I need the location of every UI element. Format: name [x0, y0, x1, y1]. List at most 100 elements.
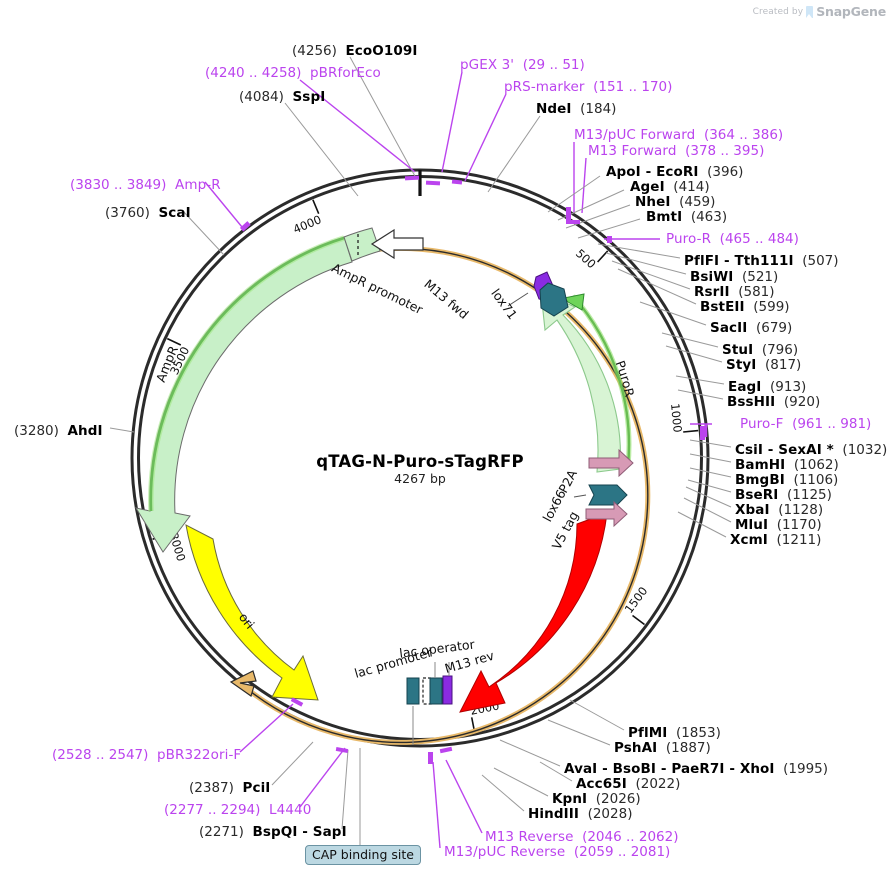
- map-label-m13puc-fwd[interactable]: M13/pUC Forward (364 .. 386): [574, 128, 783, 142]
- segment-m13-fwd[interactable]: M13 fwd: [421, 271, 555, 322]
- label-position: (2271): [199, 824, 244, 840]
- label-name: ApoI - EcoRI: [606, 164, 699, 180]
- label-name: StuI: [722, 342, 754, 358]
- map-label-pshai[interactable]: PshAI (1887): [614, 741, 711, 755]
- segment-m13-rev[interactable]: [442, 675, 453, 705]
- label-name: BmgBI: [735, 472, 785, 488]
- map-label-ecoo109i[interactable]: (4256) EcoO109I: [292, 44, 417, 58]
- label-name: M13 Reverse: [485, 829, 574, 845]
- label-name: XbaI: [735, 502, 770, 518]
- label-name: EcoO109I: [345, 43, 418, 59]
- segment-lac-operator-box2[interactable]: [429, 677, 443, 705]
- tick-mark: [597, 250, 609, 263]
- map-label-nhei[interactable]: NheI (459): [635, 195, 715, 209]
- label-position: (1853): [675, 725, 721, 741]
- map-label-hindiii[interactable]: HindIII (2028): [528, 807, 632, 821]
- map-label-pflfi-tth[interactable]: PflFI - Tth111I (507): [684, 254, 839, 268]
- map-label-pbr322ori-f[interactable]: (2528 .. 2547) pBR322ori-F: [52, 748, 241, 762]
- label-name: BspQI - SapI: [252, 824, 347, 840]
- label-name: PflFI - Tth111I: [684, 253, 794, 269]
- snapgene-flag-icon: [806, 5, 814, 18]
- label-name: pBRforEco: [310, 65, 381, 81]
- segment-puror[interactable]: PuroR: [540, 291, 637, 473]
- plasmid-name: qTAG-N-Puro-sTagRFP: [316, 452, 524, 471]
- map-label-xcmi[interactable]: XcmI (1211): [730, 533, 821, 547]
- label-position: (920): [783, 394, 821, 410]
- map-label-kpni[interactable]: KpnI (2026): [552, 792, 641, 806]
- map-label-bsshii[interactable]: BssHII (920): [727, 395, 820, 409]
- cap-binding-site-badge[interactable]: CAP binding site: [305, 845, 421, 865]
- label-name: XcmI: [730, 532, 768, 548]
- label-position: (2022): [635, 776, 681, 792]
- label-name: ScaI: [158, 205, 191, 221]
- label-position: (463): [690, 209, 728, 225]
- map-label-puro-f[interactable]: Puro-F (961 .. 981): [740, 417, 871, 431]
- map-label-mlui[interactable]: MluI (1170): [735, 518, 822, 532]
- map-label-csii-sexai[interactable]: CsiI - SexAI * (1032): [735, 443, 887, 457]
- map-label-prsmarker[interactable]: pRS-marker (151 .. 170): [504, 80, 672, 94]
- map-label-pflmi[interactable]: PflMI (1853): [628, 726, 721, 740]
- label-name: pBR322ori-F: [157, 747, 242, 763]
- segment-ampr[interactable]: AmpR: [134, 235, 353, 553]
- label-name: NheI: [635, 194, 671, 210]
- label-name: PshAI: [614, 740, 658, 756]
- label-position: (459): [679, 194, 716, 210]
- map-label-agei[interactable]: AgeI (414): [630, 180, 710, 194]
- map-label-bmti[interactable]: BmtI (463): [646, 210, 727, 224]
- label-name: L4440: [269, 802, 312, 818]
- snapgene-credit: Created by SnapGene: [753, 4, 887, 19]
- label-position: (2026): [595, 791, 641, 807]
- segment-label-ampr-promoter: AmpR promoter: [329, 260, 426, 317]
- map-label-eagi[interactable]: EagI (913): [728, 380, 806, 394]
- map-label-avai-grp[interactable]: AvaI - BsoBI - PaeR7I - XhoI (1995): [564, 762, 828, 776]
- feature-ticks: [239, 175, 705, 764]
- map-label-sacii[interactable]: SacII (679): [710, 321, 792, 335]
- map-label-sspi[interactable]: (4084) SspI: [239, 90, 325, 104]
- tick-mark: [683, 429, 699, 433]
- map-label-bsiwi[interactable]: BsiWI (521): [690, 270, 778, 284]
- map-label-scai[interactable]: (3760) ScaI: [105, 206, 191, 220]
- label-position: (4084): [239, 89, 284, 105]
- map-label-l4440[interactable]: (2277 .. 2294) L4440: [164, 803, 311, 817]
- label-name: BssHII: [727, 394, 776, 410]
- map-label-acc65i[interactable]: Acc65I (2022): [576, 777, 680, 791]
- map-label-stui[interactable]: StuI (796): [722, 343, 798, 357]
- segment-tagrfp-t[interactable]: TagRFP-T: [459, 512, 608, 713]
- label-name: HindIII: [528, 806, 579, 822]
- label-position: (2059 .. 2081): [573, 844, 671, 860]
- map-label-xbai[interactable]: XbaI (1128): [735, 503, 823, 517]
- map-label-ahdi[interactable]: (3280) AhdI: [14, 424, 103, 438]
- label-name: Puro-F: [740, 416, 784, 432]
- map-label-pgex3[interactable]: pGEX 3' (29 .. 51): [460, 58, 585, 72]
- map-label-bspqi-sapi[interactable]: (2271) BspQI - SapI: [199, 825, 347, 839]
- label-name: NdeI: [536, 101, 572, 117]
- map-label-bmgbi[interactable]: BmgBI (1106): [735, 473, 838, 487]
- map-label-pbrforeco[interactable]: (4240 .. 4258) pBRforEco: [205, 66, 381, 80]
- map-label-amp-r[interactable]: (3830 .. 3849) Amp-R: [70, 178, 221, 192]
- map-label-m13puc-rev[interactable]: M13/pUC Reverse (2059 .. 2081): [444, 845, 670, 859]
- tick-mark: [312, 199, 320, 215]
- map-label-rsrii[interactable]: RsrII (581): [694, 285, 775, 299]
- label-position: (1125): [787, 487, 832, 503]
- map-label-apoi-ecori[interactable]: ApoI - EcoRI (396): [606, 165, 743, 179]
- map-label-puro-r[interactable]: Puro-R (465 .. 484): [666, 232, 799, 246]
- label-position: (3830 .. 3849): [70, 177, 167, 193]
- map-label-pcii[interactable]: (2387) PciI: [189, 781, 270, 795]
- map-label-bstеii[interactable]: BstEII (599): [700, 300, 790, 314]
- label-position: (414): [673, 179, 710, 195]
- map-label-bseri[interactable]: BseRI (1125): [735, 488, 832, 502]
- map-label-bamhi[interactable]: BamHI (1062): [735, 458, 839, 472]
- credit-brand: SnapGene: [816, 4, 886, 19]
- map-label-m13-reverse[interactable]: M13 Reverse (2046 .. 2062): [485, 830, 679, 844]
- label-name: EagI: [728, 379, 762, 395]
- map-label-ndei[interactable]: NdeI (184): [536, 102, 616, 116]
- label-name: PflMI: [628, 725, 668, 741]
- label-position: (364 .. 386): [703, 127, 784, 143]
- map-label-m13-forward[interactable]: M13 Forward (378 .. 395): [588, 144, 764, 158]
- map-label-styi[interactable]: StyI (817): [726, 358, 801, 372]
- segment-lac-promoter[interactable]: [406, 677, 420, 705]
- label-name: M13/pUC Forward: [574, 127, 696, 143]
- label-position: (599): [753, 299, 790, 315]
